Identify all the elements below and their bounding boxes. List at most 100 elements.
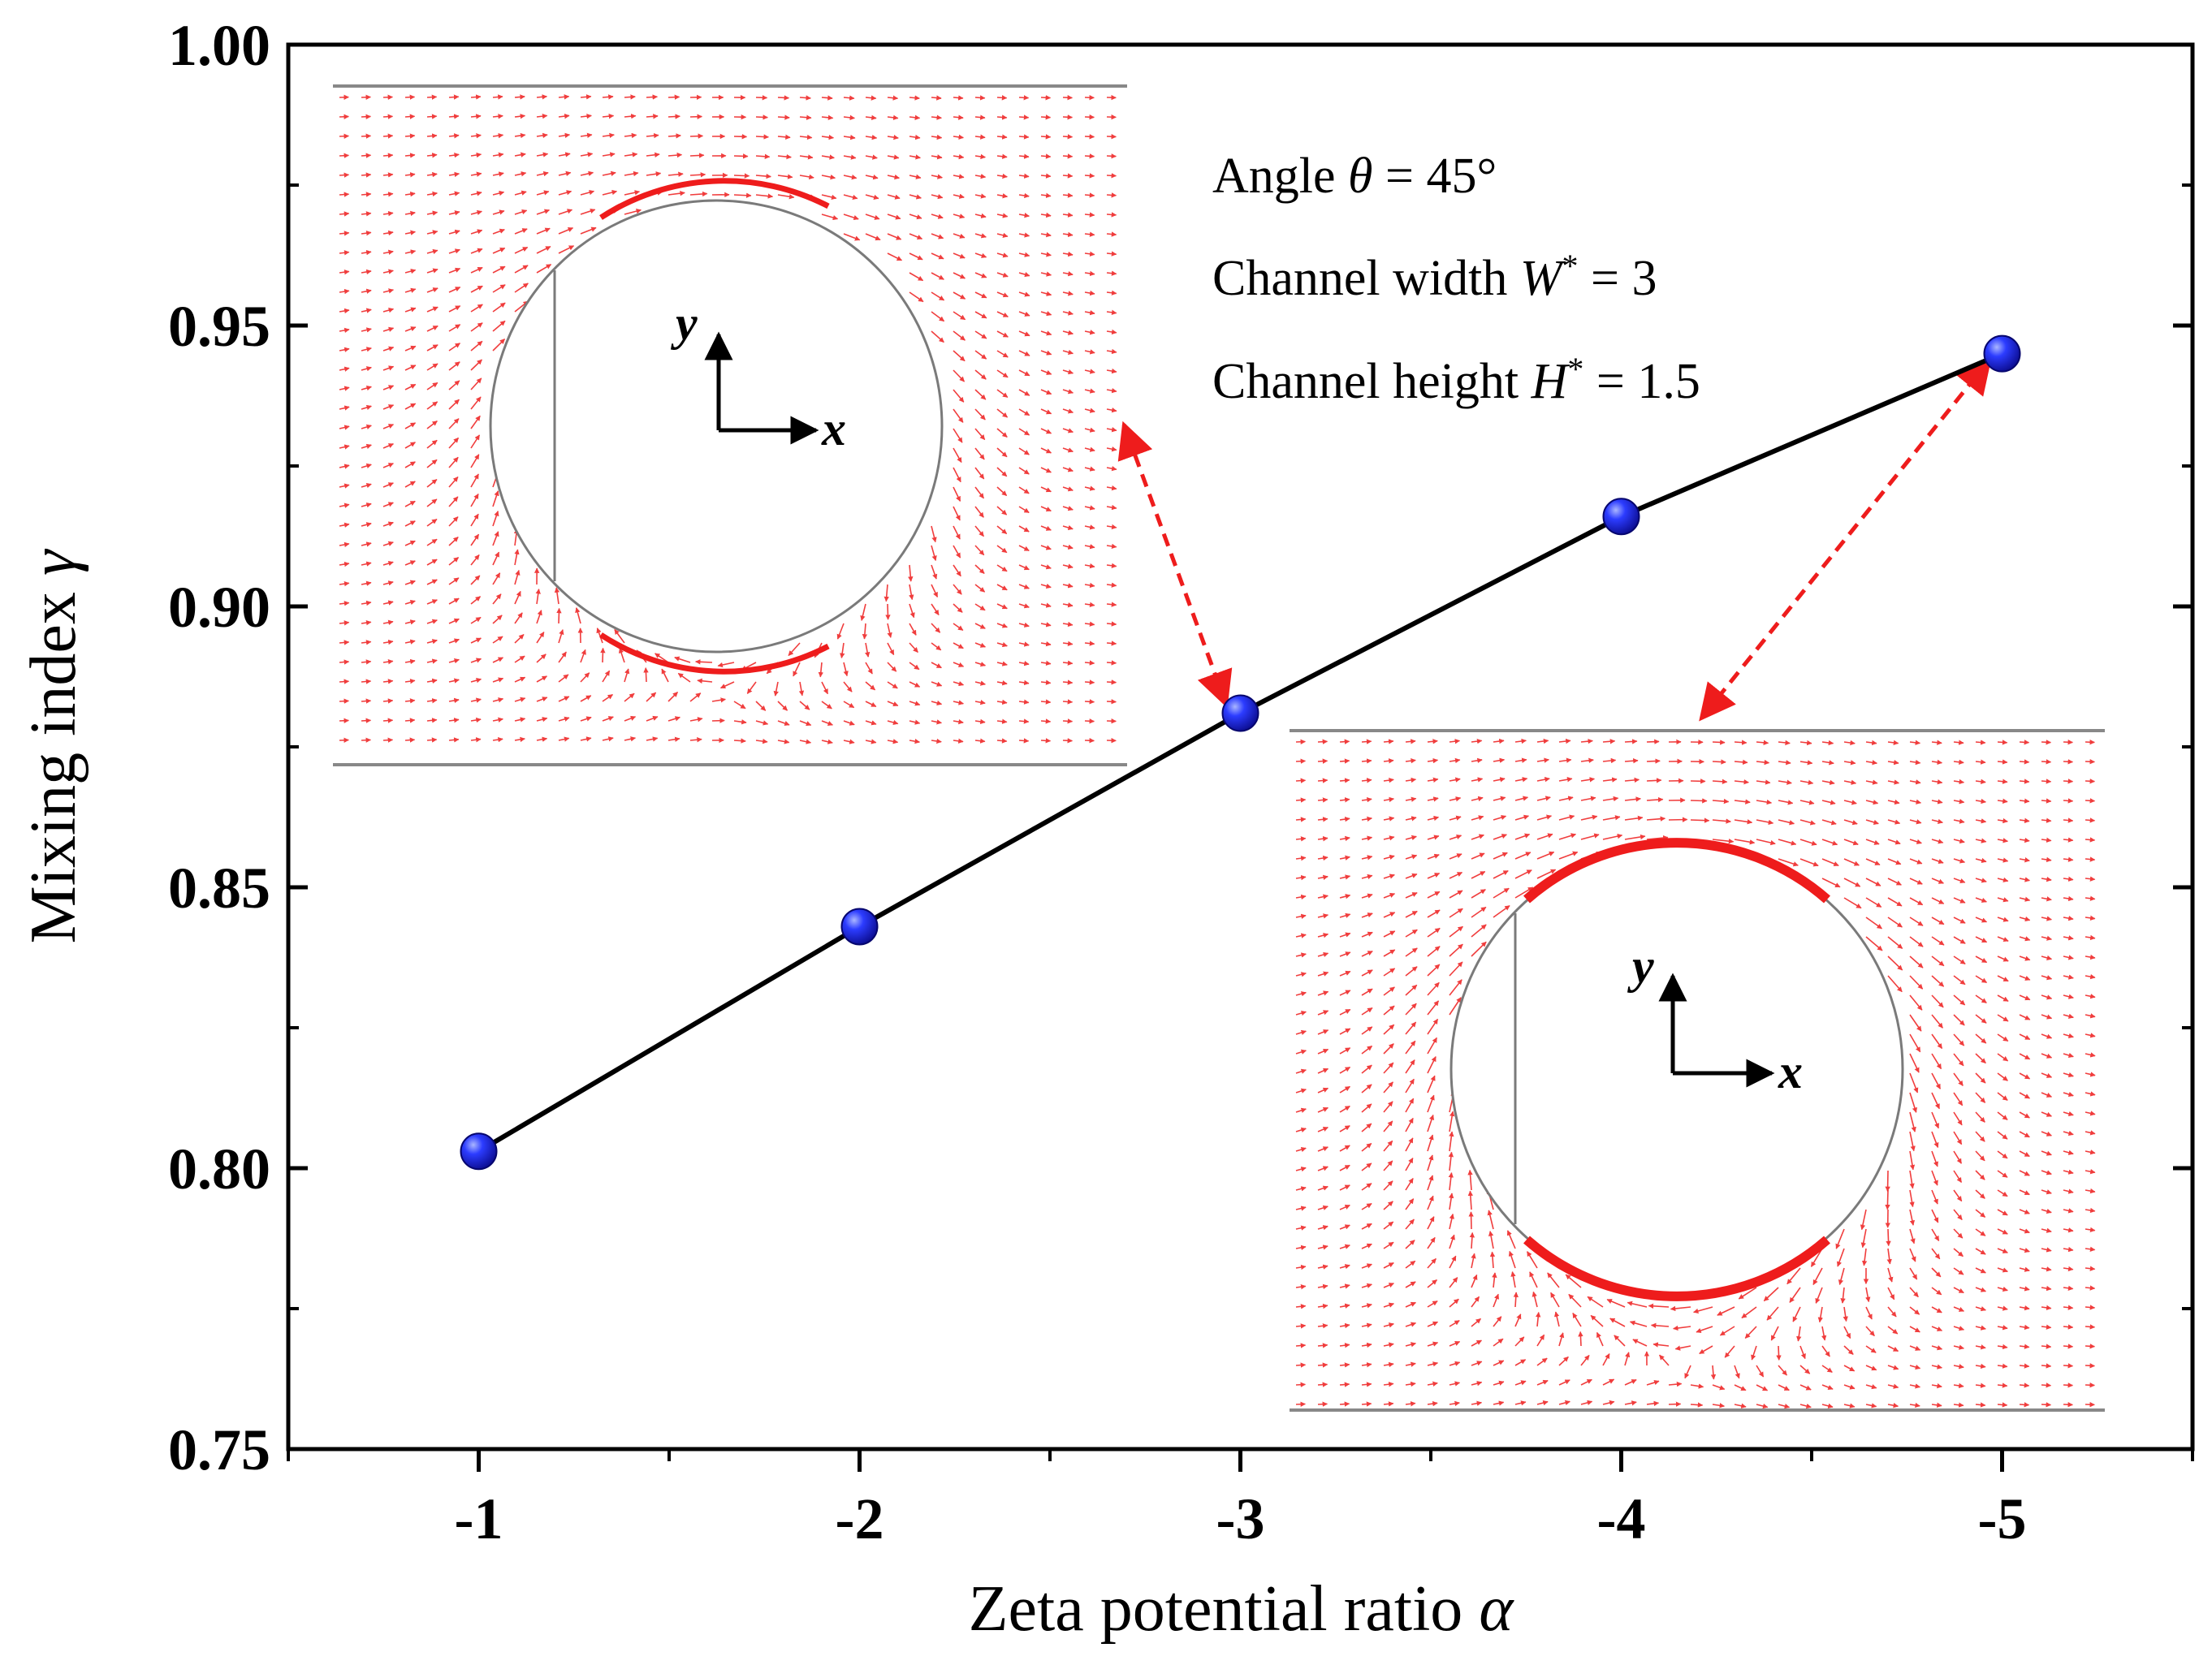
vector-arrow	[1975, 878, 1987, 883]
vector-arrow	[1471, 815, 1484, 821]
vector-arrow	[1997, 1033, 2009, 1042]
vector-arrow	[1550, 1292, 1560, 1308]
vector-arrow	[840, 642, 845, 659]
vector-arrow	[1383, 777, 1394, 783]
vector-arrow	[1295, 933, 1307, 938]
vector-arrow	[618, 647, 625, 663]
vector-arrow	[1040, 467, 1052, 473]
vector-arrow	[1580, 796, 1596, 801]
vector-arrow	[1789, 1287, 1801, 1303]
vector-arrow	[1339, 1382, 1350, 1387]
vector-arrow	[2019, 817, 2030, 823]
vector-arrow	[1836, 1248, 1845, 1267]
vector-arrow	[1317, 1303, 1328, 1309]
vector-arrow	[1339, 1322, 1350, 1329]
vector-arrow	[448, 577, 460, 585]
vector-arrow	[1536, 777, 1550, 783]
vector-arrow	[996, 506, 1008, 515]
vector-arrow	[1062, 544, 1074, 550]
vector-arrow	[1815, 1287, 1823, 1304]
vector-arrow	[1536, 738, 1549, 744]
vector-arrow	[1106, 290, 1117, 295]
vector-arrow	[1317, 1106, 1328, 1113]
vector-arrow	[974, 662, 986, 667]
vector-arrow	[1909, 1033, 1921, 1053]
vector-arrow	[1427, 1341, 1439, 1347]
vector-arrow	[426, 599, 438, 605]
vector-arrow	[2063, 1227, 2074, 1233]
vector-arrow	[1383, 1382, 1394, 1387]
vector-arrow	[1339, 1105, 1350, 1113]
vector-arrow	[404, 658, 416, 665]
vector-arrow	[1975, 838, 1987, 843]
vector-arrow	[1427, 1236, 1436, 1249]
vector-arrow	[865, 154, 878, 160]
vector-arrow	[1317, 1029, 1329, 1035]
vector-arrow	[1799, 1345, 1806, 1360]
vector-arrow	[470, 513, 479, 527]
x-axis-symbol: α	[1479, 1573, 1514, 1645]
vector-arrow	[953, 738, 964, 744]
vector-arrow	[339, 601, 350, 606]
vector-arrow	[1449, 979, 1462, 996]
vector-arrow	[2063, 837, 2074, 843]
vector-arrow	[1405, 873, 1418, 879]
vector-arrow	[470, 114, 482, 119]
vector-arrow	[1602, 1400, 1615, 1406]
vector-arrow	[1493, 834, 1507, 840]
y-tick-label: 0.95	[168, 294, 270, 359]
vector-arrow	[1018, 738, 1030, 744]
vector-arrow	[1084, 330, 1095, 335]
vector-arrow	[2019, 994, 2031, 1001]
vector-arrow	[514, 209, 528, 215]
vector-arrow	[1997, 1286, 2008, 1292]
vector-arrow	[953, 272, 966, 279]
vector-arrow	[1084, 231, 1095, 237]
vector-arrow	[1860, 1209, 1867, 1231]
vector-arrow	[580, 132, 593, 138]
vector-arrow	[1953, 1150, 1963, 1164]
vector-arrow	[2063, 1111, 2074, 1117]
vector-arrow	[514, 171, 527, 177]
vector-arrow	[1471, 1296, 1480, 1308]
vector-arrow	[953, 114, 964, 120]
vector-arrow	[1909, 1150, 1916, 1171]
vector-arrow	[514, 549, 520, 566]
vector-arrow	[580, 736, 592, 742]
vector-arrow	[602, 132, 615, 139]
vector-arrow	[996, 641, 1008, 648]
vector-arrow	[536, 697, 548, 702]
y-axis-title: Mixing index γ	[18, 548, 89, 943]
vector-arrow	[2063, 994, 2074, 999]
vector-arrow	[1997, 1382, 2008, 1388]
vector-arrow	[1909, 1189, 1915, 1208]
vector-arrow	[1646, 1379, 1660, 1386]
vector-arrow	[2085, 1013, 2096, 1019]
vector-arrow	[1317, 1068, 1329, 1074]
vector-arrow	[1513, 1292, 1519, 1308]
annotation-height: Channel height H* = 1.5	[1212, 351, 1700, 410]
vector-arrow	[1843, 897, 1862, 909]
vector-arrow	[908, 564, 914, 582]
vector-arrow	[1383, 835, 1395, 841]
vector-arrow	[1040, 564, 1052, 570]
vector-arrow	[536, 245, 551, 254]
vector-arrow	[1449, 1400, 1460, 1407]
vector-arrow	[1673, 1325, 1691, 1331]
vector-arrow	[1596, 1331, 1604, 1347]
vector-arrow	[1361, 1243, 1372, 1249]
vector-arrow	[404, 442, 416, 449]
vector-arrow	[1295, 1304, 1307, 1309]
vector-arrow	[1018, 252, 1030, 257]
vector-arrow	[1514, 1380, 1527, 1386]
vector-arrow	[1062, 506, 1074, 511]
vector-arrow	[1514, 814, 1530, 821]
vector-arrow	[2063, 1305, 2074, 1310]
vector-arrow	[1602, 1378, 1615, 1386]
vector-arrow	[361, 308, 372, 313]
vector-arrow	[996, 95, 1008, 101]
vector-arrow	[1339, 1028, 1351, 1035]
vector-arrow	[1909, 799, 1922, 804]
vector-arrow	[558, 629, 564, 644]
vector-arrow	[909, 681, 921, 688]
